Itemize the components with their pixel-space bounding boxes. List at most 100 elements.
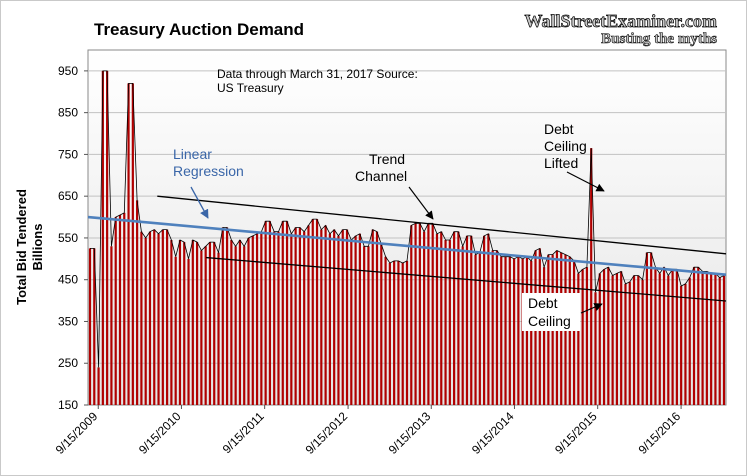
bar [221,227,224,405]
bar [465,235,469,405]
regression-label-line2: Regression [173,163,244,179]
bar [97,367,100,405]
bar [371,229,374,405]
bar [294,227,297,405]
bar [200,250,203,405]
bar [427,223,430,405]
x-tick-label: 9/15/2014 [469,409,517,457]
bar [714,273,717,405]
bar [594,292,597,405]
regression-arrow [190,186,209,219]
bar [174,256,177,405]
bar [607,267,610,405]
bar [191,240,194,405]
bar [517,256,520,405]
bar [474,254,477,405]
bar [93,248,96,405]
bar [101,70,104,405]
bar [354,235,357,405]
bar [144,237,147,405]
bar [225,227,229,405]
bar [470,235,473,405]
y-tick-label: 250 [58,356,78,370]
debt-ceiling-lifted-label-line3: Lifted [544,155,578,171]
bar [213,242,216,405]
bar [710,273,713,405]
bar [641,279,644,405]
y-tick-label: 950 [58,64,78,78]
bar [148,231,152,405]
bar [572,260,576,405]
bar [632,275,636,405]
bar [358,233,361,405]
debt-ceiling-lifted-label-line1: Debt [544,121,574,137]
bar [542,267,546,405]
bar [131,83,134,405]
bar [483,235,486,405]
source-note-line2: US Treasury [217,81,284,95]
bar [140,231,143,405]
bar [410,225,413,405]
x-tick-label: 9/15/2009 [53,409,101,457]
bar [628,281,631,405]
bar [654,267,657,405]
bar [315,219,319,405]
bar [658,273,661,405]
bar [500,256,503,405]
bar [688,277,691,405]
bar [487,233,490,405]
bar [217,252,220,405]
bar [384,256,387,405]
trend-channel-lower-line [206,256,727,302]
series-outline [90,70,725,368]
bar [508,256,511,405]
bar [345,229,349,405]
x-tick-label: 9/15/2010 [136,409,184,457]
bar [183,242,186,405]
linear-regression-line [87,215,727,276]
y-tick-label: 850 [58,106,78,120]
bar [187,258,190,405]
bars [88,70,726,405]
bar [277,231,280,405]
y-tick-label: 750 [58,147,78,161]
bar [457,231,460,405]
bar [650,252,653,405]
x-tick-label: 9/15/2015 [552,409,600,457]
bar [320,229,323,405]
x-tick-label: 9/15/2013 [386,409,434,457]
bar [118,214,122,405]
chart-title: Treasury Auction Demand [94,20,304,39]
gridlines [88,70,726,364]
bar [157,233,160,405]
trend-channel-label-line1: Trend [369,151,405,167]
bar [136,200,139,405]
bar [208,242,212,405]
bar [504,256,507,405]
x-tick-label: 9/15/2012 [303,409,351,457]
watermark-tagline: Busting the myths [601,31,717,47]
bar [440,231,443,405]
bar [251,235,254,405]
bar [675,269,678,405]
bar [435,233,439,405]
bar [401,263,404,405]
bar [602,269,606,405]
debt-ceiling-label-bg [522,293,580,331]
bar [662,267,666,405]
bar [195,242,199,405]
bar [367,246,370,405]
y-axis-label-line1: Total Bid Tendered [14,189,29,305]
bar [577,273,580,405]
debt-ceiling-label-line1: Debt [528,295,558,311]
bar [204,246,207,405]
y-axis-label-line2: Billions [30,224,45,271]
debt-ceiling-lifted-arrow [566,171,605,192]
bar [110,246,113,405]
y-tick-label: 550 [58,231,78,245]
bar [153,229,156,405]
y-axis: 150 250 350 450 550 650 750 850 950 [58,64,88,412]
bar [264,221,267,405]
bar [268,221,272,405]
bar [495,250,499,405]
